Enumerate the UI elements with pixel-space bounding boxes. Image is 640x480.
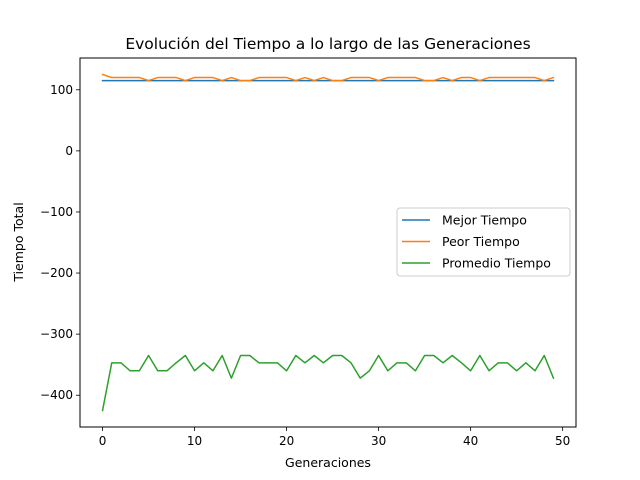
x-tick-label: 30 [371,434,386,448]
series-layer [101,73,555,412]
x-tick-label: 10 [187,434,202,448]
chart-title: Evolución del Tiempo a lo largo de las G… [125,35,530,53]
x-tick-label: 50 [555,434,570,448]
y-tick-label: 100 [50,83,73,97]
y-tick-label: −400 [40,388,73,402]
x-tick-label: 40 [463,434,478,448]
axes-frame [79,57,577,428]
x-tick-label: 20 [279,434,294,448]
y-tick-label: −100 [40,205,73,219]
x-axis: 0 10 20 30 40 50 [99,427,570,448]
y-axis-label: Tiempo Total [11,202,26,282]
plot-area: 0 10 20 30 40 50 100 0 −100 −200 −300 −400 [40,57,577,448]
legend-label-0: Mejor Tiempo [442,213,527,228]
legend-label-2: Promedio Tiempo [442,256,551,271]
legend-label-1: Peor Tiempo [442,234,520,249]
y-tick-label: −300 [40,327,73,341]
y-tick-label: 0 [65,144,73,158]
y-tick-label: −200 [40,266,73,280]
series-line-1 [101,73,555,82]
x-tick-label: 0 [99,434,107,448]
y-axis: 100 0 −100 −200 −300 −400 [40,83,80,402]
legend-box [396,207,571,277]
legend: Mejor Tiempo Peor Tiempo Promedio Tiempo [396,207,571,277]
series-line-2 [101,354,555,412]
x-axis-label: Generaciones [285,455,371,470]
